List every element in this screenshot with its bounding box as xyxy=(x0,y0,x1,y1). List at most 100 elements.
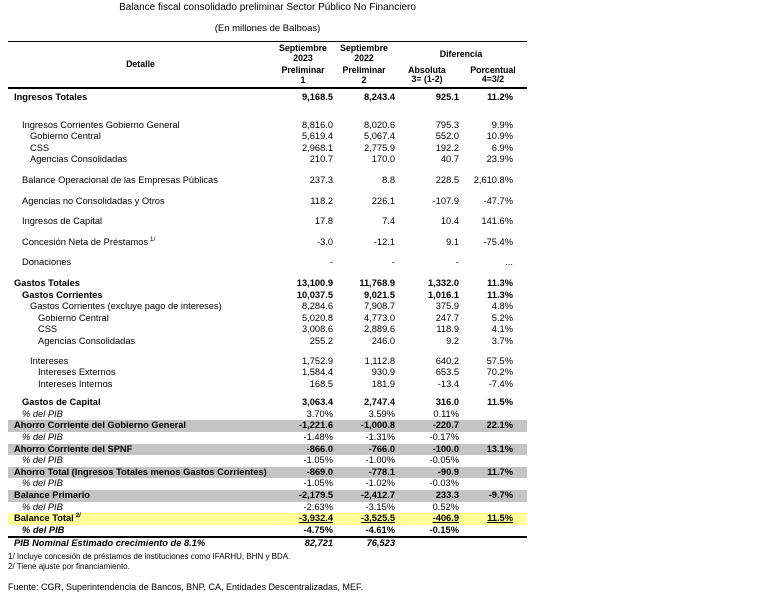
table-row: % del PIB -2.63% -3.15% 0.52% xyxy=(8,502,527,514)
row-value: -0.03% xyxy=(429,478,459,489)
row-label: Balance Primario xyxy=(14,490,90,501)
row-value: 2,610.8% xyxy=(473,174,513,185)
row-value: 6.9% xyxy=(491,142,513,153)
row-label: Ahorro Total (Ingresos Totales menos Gas… xyxy=(14,466,267,477)
row-label: % del PIB xyxy=(22,432,63,443)
row-value: 70.2% xyxy=(486,367,513,378)
header-line: Preliminar xyxy=(281,65,325,75)
header-line: Septiembre xyxy=(340,43,388,53)
row-value: 11.3% xyxy=(487,277,513,288)
row-value: 7,908.7 xyxy=(363,301,395,312)
header-diferencia: Diferencia xyxy=(439,49,483,59)
row-label: % del PIB xyxy=(22,501,63,512)
row-value: 3.70% xyxy=(306,408,333,419)
row-value: 11.7% xyxy=(487,466,513,477)
row-value: 13.1% xyxy=(486,443,513,454)
row-value: 11,768.9 xyxy=(359,277,395,288)
table-row: CSS 3,008.6 2,889.6 118.9 4.1% xyxy=(8,324,527,336)
row-label: Gastos Corrientes (excluye pago de inter… xyxy=(30,301,222,312)
footnote-1: 1/ Incluye concesión de préstamos de ins… xyxy=(8,552,291,561)
row-value: 3,008.6 xyxy=(301,324,333,335)
row-value: 3.7% xyxy=(491,335,513,346)
footnotes: 1/ Incluye concesión de préstamos de ins… xyxy=(8,552,527,571)
table-row: Agencias Consolidadas 210.7 170.0 40.7 23.9% xyxy=(8,154,527,166)
row-value: 3.59% xyxy=(368,408,395,419)
row-value: -1.05% xyxy=(303,455,333,466)
row-value: 925.1 xyxy=(435,92,459,102)
row-value: 1,016.1 xyxy=(427,289,459,300)
row-value: -90.9 xyxy=(437,466,459,477)
row-value: 640.2 xyxy=(435,355,459,366)
table-row: % del PIB -4.75% -4.61% -0.15% xyxy=(8,525,527,537)
row-value: -13.4 xyxy=(437,378,459,389)
row-value: 246.0 xyxy=(371,335,395,346)
table-header: Detalle Septiembre 2023 Preliminar 1 Sep… xyxy=(8,41,527,89)
row-label: Concesión Neta de Préstamos 1/ xyxy=(22,235,156,247)
row-label: Intereses Internos xyxy=(38,378,113,389)
row-value: -0.05% xyxy=(429,455,459,466)
footnote-2: 2/ Tiene ajuste por financiamiento. xyxy=(8,561,130,571)
row-value: 2,775.9 xyxy=(363,142,395,153)
row-label: Ingresos Totales xyxy=(14,92,88,102)
header-sept-2023: Septiembre 2023 Preliminar 1 xyxy=(273,43,333,85)
row-value: 4.1% xyxy=(491,324,513,335)
row-value: 4,773.0 xyxy=(363,312,395,323)
row-value: 2,747.4 xyxy=(363,397,395,408)
row-value: 11.5% xyxy=(487,397,513,408)
table-row: Agencias Consolidadas 255.2 246.0 9.2 3.7% xyxy=(8,336,527,348)
table-row: % del PIB -1.48% -1.31% -0.17% xyxy=(8,432,527,444)
header-line: 1 xyxy=(300,74,306,85)
table-row: Gastos de Capital 3,063.4 2,747.4 316.0 11.5… xyxy=(8,397,527,409)
row-value: 2,889.6 xyxy=(363,324,395,335)
header-absoluta: Absoluta 3= (1-2) xyxy=(395,64,459,85)
row-value: 8,284.6 xyxy=(301,301,333,312)
row-value: 4.8% xyxy=(491,301,513,312)
table-row: Intereses Internos 168.5 181.9 -13.4 -7.4% xyxy=(8,379,527,391)
row-value: 930.9 xyxy=(371,367,395,378)
row-value: 5,020.8 xyxy=(301,312,333,323)
row-value: 316.0 xyxy=(435,397,459,408)
row-label: Ahorro Corriente del Gobierno General xyxy=(14,420,187,431)
table-row: Ingresos Totales 9,168.5 8,243.4 925.1 11.2% xyxy=(8,92,527,104)
table-row: Balance Total 2/ -3,932.4 -3,525.5 -406.9 11… xyxy=(8,512,527,525)
row-value: 170.0 xyxy=(371,154,395,165)
row-value: -869.0 xyxy=(306,466,333,477)
row-value: 40.7 xyxy=(440,154,459,165)
row-value: -4.75% xyxy=(303,524,333,535)
row-value: -107.9 xyxy=(432,195,459,206)
table-row: Balance Operacional de las Empresas Públ… xyxy=(8,175,527,187)
row-value: 7.4 xyxy=(382,216,395,227)
header-line: Absoluta xyxy=(408,64,446,75)
row-label: Balance Operacional de las Empresas Públ… xyxy=(22,174,218,185)
row-value xyxy=(459,455,527,467)
row-value: -3.15% xyxy=(365,501,395,512)
table-row: Balance Primario -2,179.5 -2,412.7 233.3 -9.… xyxy=(8,490,527,502)
row-value: 23.9% xyxy=(486,154,513,165)
row-value: 653.5 xyxy=(435,367,459,378)
table-row: Ahorro Total (Ingresos Totales menos Gas… xyxy=(8,466,527,479)
row-label: CSS xyxy=(30,142,50,153)
row-value xyxy=(459,432,527,444)
row-value: -1.48% xyxy=(303,432,333,443)
row-value: 11.2% xyxy=(487,92,513,102)
row-label: Ingresos de Capital xyxy=(22,216,103,227)
row-value: 8,243.4 xyxy=(363,92,395,102)
header-line: 4=3/2 xyxy=(481,74,505,84)
row-value: 1,332.0 xyxy=(427,277,459,288)
row-value: 228.5 xyxy=(435,174,459,185)
row-value: ... xyxy=(505,257,513,268)
row-value: 210.7 xyxy=(309,154,333,165)
row-label: Gastos de Capital xyxy=(22,397,101,408)
row-value: -406.9 xyxy=(432,513,459,524)
row-value: 1,584.4 xyxy=(301,367,333,378)
row-value xyxy=(459,409,527,421)
row-value: -2.63% xyxy=(303,501,333,512)
row-label: % del PIB xyxy=(22,524,65,535)
row-value: 0.52% xyxy=(432,501,459,512)
row-value: 9.2 xyxy=(446,335,459,346)
row-value: -0.15% xyxy=(429,524,459,535)
row-value: - xyxy=(329,257,333,268)
row-value: -2,412.7 xyxy=(360,490,395,501)
row-value: 10.4 xyxy=(440,216,459,227)
row-value: -75.4% xyxy=(483,236,513,247)
